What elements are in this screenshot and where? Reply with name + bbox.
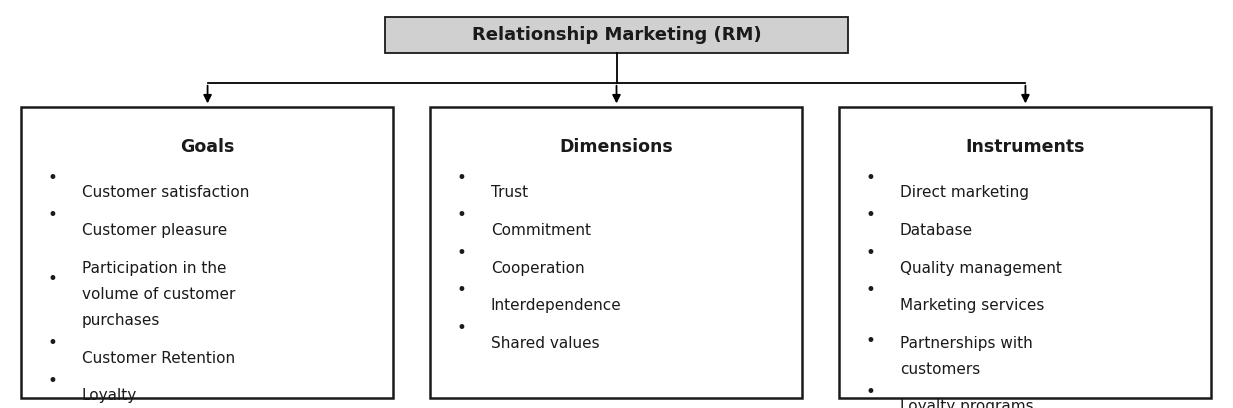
Text: Direct marketing: Direct marketing xyxy=(900,185,1028,200)
Text: Customer Retention: Customer Retention xyxy=(81,350,236,366)
FancyBboxPatch shape xyxy=(430,107,801,398)
Text: •: • xyxy=(866,206,875,224)
Text: •: • xyxy=(866,169,875,187)
Text: •: • xyxy=(866,244,875,262)
FancyBboxPatch shape xyxy=(385,17,848,53)
Text: •: • xyxy=(456,282,466,299)
Text: Quality management: Quality management xyxy=(900,261,1062,275)
Text: Cooperation: Cooperation xyxy=(491,261,584,275)
Text: •: • xyxy=(866,282,875,299)
Text: •: • xyxy=(456,169,466,187)
Text: •: • xyxy=(456,206,466,224)
Text: Shared values: Shared values xyxy=(491,336,599,350)
Text: customers: customers xyxy=(900,362,980,377)
Text: Marketing services: Marketing services xyxy=(900,298,1044,313)
FancyBboxPatch shape xyxy=(838,107,1211,398)
Text: •: • xyxy=(456,244,466,262)
Text: Database: Database xyxy=(900,223,973,238)
Text: •: • xyxy=(48,270,58,288)
Text: •: • xyxy=(456,319,466,337)
Text: Instruments: Instruments xyxy=(965,138,1085,156)
Text: Participation in the: Participation in the xyxy=(81,261,227,275)
Text: Relationship Marketing (RM): Relationship Marketing (RM) xyxy=(472,26,761,44)
Text: Interdependence: Interdependence xyxy=(491,298,621,313)
Text: •: • xyxy=(48,206,58,224)
Text: •: • xyxy=(48,372,58,390)
Text: Loyalty: Loyalty xyxy=(81,388,137,403)
Text: Commitment: Commitment xyxy=(491,223,591,238)
Text: Partnerships with: Partnerships with xyxy=(900,336,1032,350)
Text: Trust: Trust xyxy=(491,185,528,200)
Text: Customer satisfaction: Customer satisfaction xyxy=(81,185,249,200)
Text: Goals: Goals xyxy=(180,138,234,156)
Text: •: • xyxy=(48,169,58,187)
Text: purchases: purchases xyxy=(81,313,160,328)
Text: •: • xyxy=(866,332,875,350)
FancyBboxPatch shape xyxy=(21,107,393,398)
Text: Loyalty programs: Loyalty programs xyxy=(900,399,1033,408)
Text: •: • xyxy=(866,383,875,401)
Text: volume of customer: volume of customer xyxy=(81,287,236,302)
Text: Dimensions: Dimensions xyxy=(559,138,673,156)
Text: Customer pleasure: Customer pleasure xyxy=(81,223,227,238)
Text: •: • xyxy=(48,334,58,352)
